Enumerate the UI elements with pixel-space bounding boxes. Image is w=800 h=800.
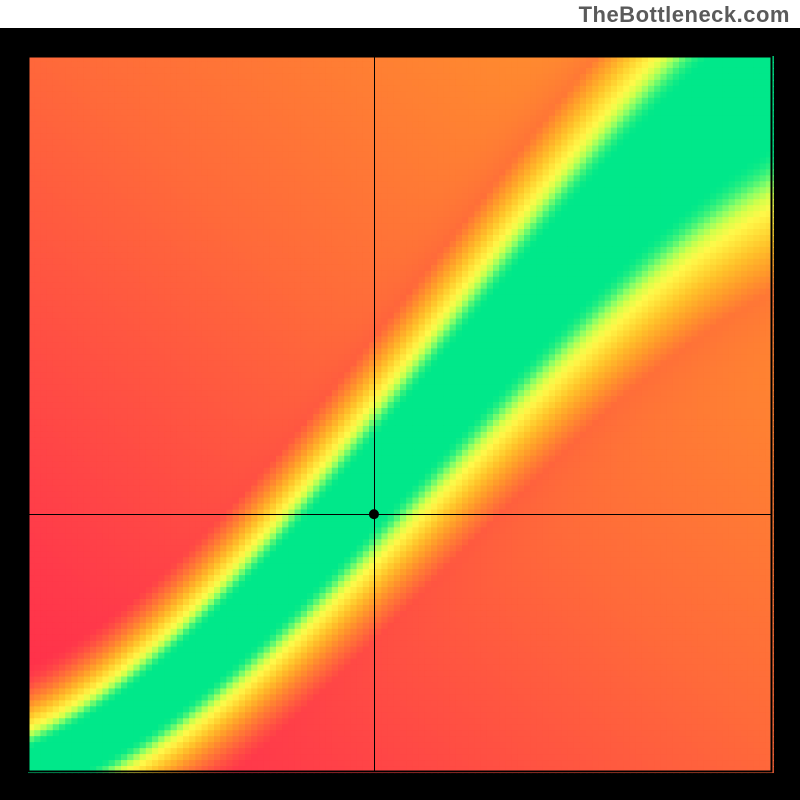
chart-container: TheBottleneck.com	[0, 0, 800, 800]
heatmap-canvas-wrap	[0, 0, 800, 800]
bottleneck-heatmap	[0, 0, 800, 800]
watermark-text: TheBottleneck.com	[579, 2, 790, 28]
